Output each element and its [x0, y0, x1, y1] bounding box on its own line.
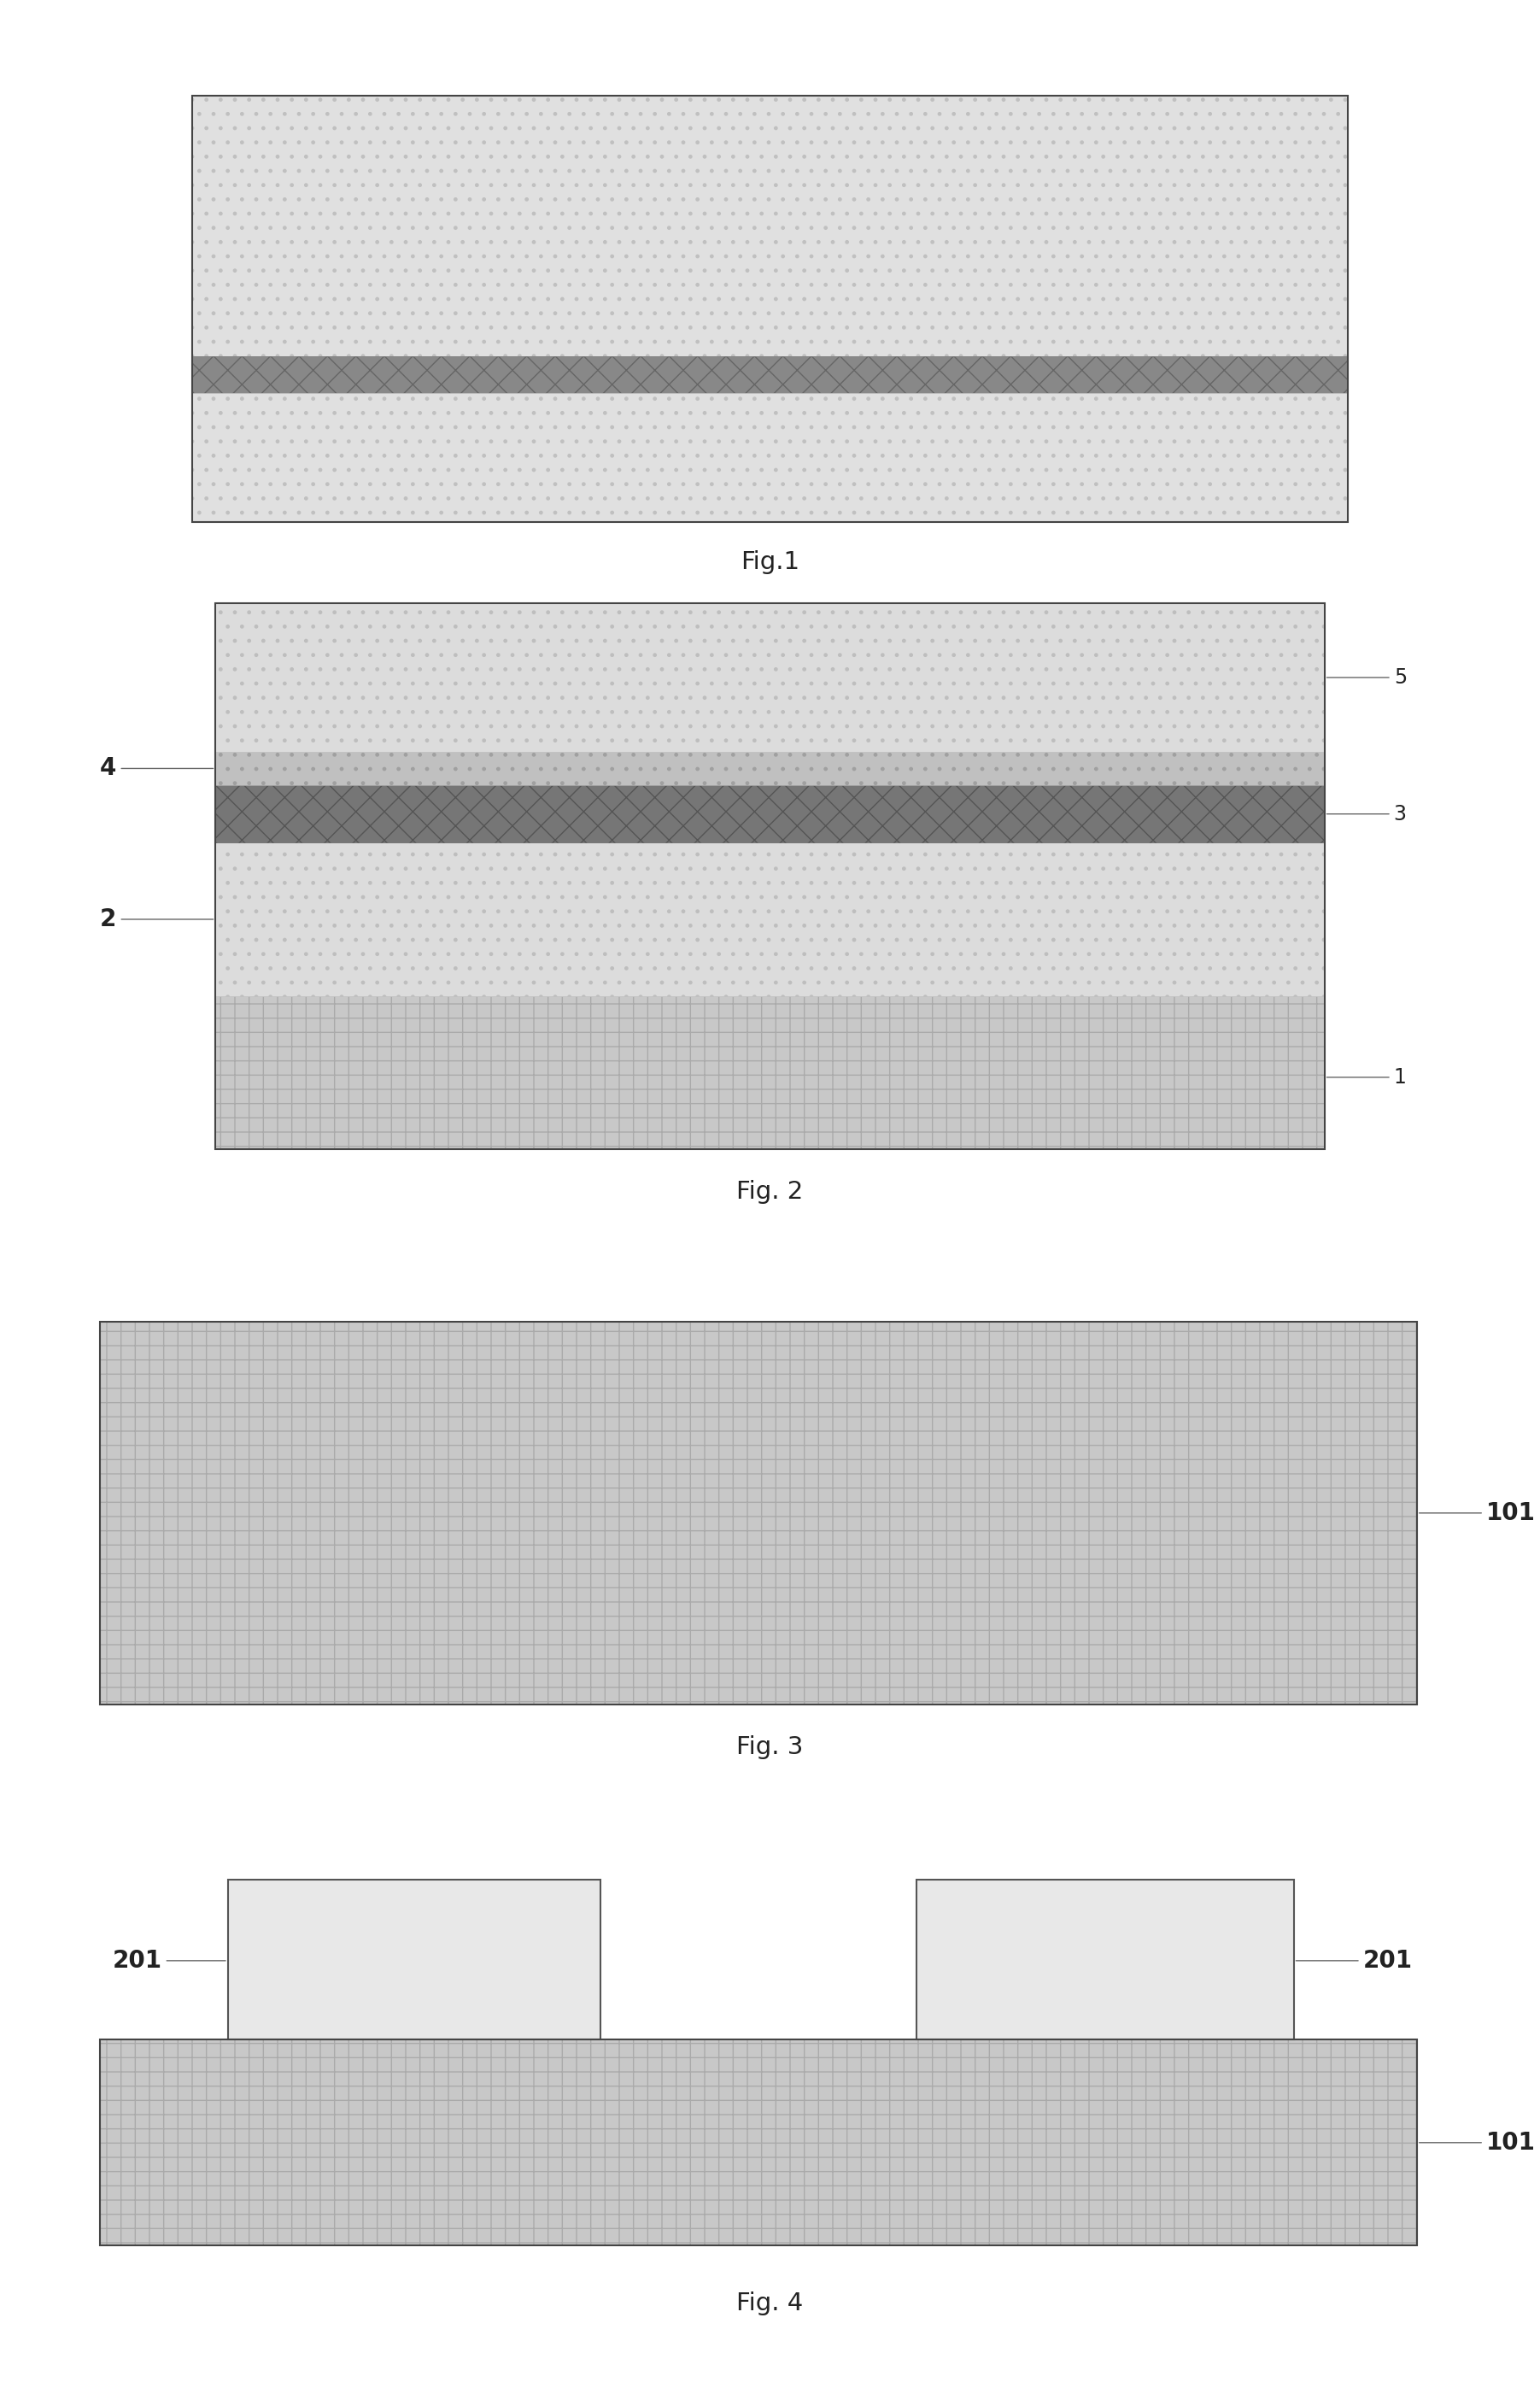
Text: Fig.1: Fig.1	[741, 551, 799, 575]
Bar	[216, 843, 1324, 996]
Text: Fig. 2: Fig. 2	[736, 1180, 804, 1204]
Text: 5: 5	[1327, 668, 1406, 687]
Bar	[192, 96, 1348, 522]
Bar	[216, 603, 1324, 752]
Text: 201: 201	[112, 1949, 225, 1973]
Text: 201: 201	[1297, 1949, 1412, 1973]
Bar	[216, 752, 1324, 785]
Text: Fig. 3: Fig. 3	[736, 1736, 804, 1760]
Text: 3: 3	[1327, 804, 1406, 824]
Text: Fig. 4: Fig. 4	[736, 2291, 804, 2315]
Text: 101: 101	[1420, 2131, 1535, 2155]
Bar	[916, 1879, 1294, 2040]
Bar	[100, 1321, 1417, 1705]
Bar	[216, 996, 1324, 1149]
Bar	[228, 1879, 601, 2040]
Bar	[100, 2040, 1417, 2246]
Text: 2: 2	[100, 907, 213, 931]
Bar	[216, 603, 1324, 1149]
Text: 4: 4	[100, 757, 213, 780]
Bar	[100, 1321, 1417, 1705]
Bar	[192, 357, 1348, 393]
Bar	[100, 2040, 1417, 2246]
Text: 101: 101	[1420, 1501, 1535, 1525]
Bar	[192, 96, 1348, 357]
Bar	[216, 785, 1324, 843]
Text: 1: 1	[1327, 1068, 1406, 1087]
Bar	[192, 393, 1348, 522]
